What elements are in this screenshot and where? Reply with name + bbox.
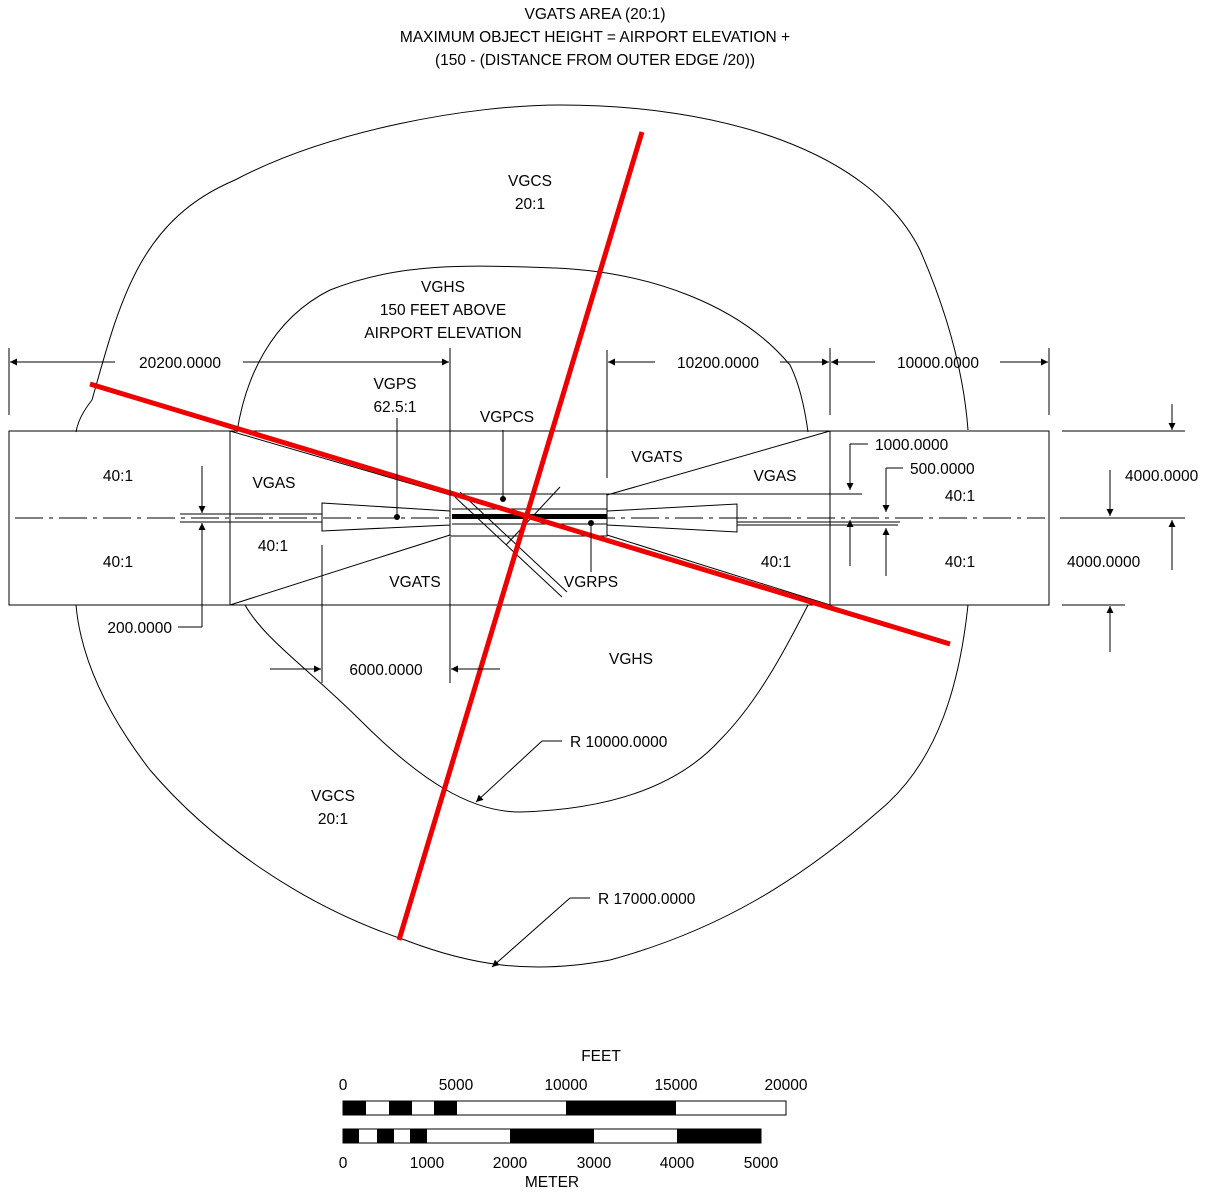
label-vghs-top-3: AIRPORT ELEVATION (364, 325, 521, 342)
vgcs-outer-boundary (75, 104, 969, 968)
label-ratio-far-left-upper: 40:1 (103, 468, 133, 485)
scale-meter-tick-3000: 3000 (577, 1155, 612, 1172)
dimension-right-widths: 1000.0000 500.0000 (607, 437, 975, 576)
scale-feet-tick-20000: 20000 (764, 1077, 807, 1094)
dimension-top: 20200.0000 10200.0000 10000.0000 (8, 348, 1050, 500)
cross-runway-a (454, 496, 563, 598)
dimension-far-right: 4000.0000 4000.0000 (1062, 404, 1199, 652)
dim-half-width-upper: 4000.0000 (1125, 468, 1199, 485)
dim-width-1000: 1000.0000 (875, 437, 949, 454)
scale-meter-tick-2000: 2000 (493, 1155, 528, 1172)
scale-meter-title: METER (525, 1174, 579, 1191)
label-vghs-bottom: VGHS (609, 651, 653, 668)
scale-meter-tick-1000: 1000 (410, 1155, 445, 1172)
dim-right-inner-length: 10200.0000 (677, 355, 759, 372)
title-line-3: (150 - (DISTANCE FROM OUTER EDGE /20)) (435, 52, 755, 69)
label-vgats-lower: VGATS (389, 574, 440, 591)
label-vgcs-bottom-ratio: 20:1 (318, 811, 348, 828)
surface-labels: VGCS 20:1 VGHS 150 FEET ABOVE AIRPORT EL… (103, 173, 975, 828)
dim-radius-inner: R 10000.0000 (570, 734, 668, 751)
label-vgps-ratio: 62.5:1 (373, 399, 416, 416)
scale-feet-tick-0: 0 (339, 1077, 348, 1094)
dimension-vgps-length: 6000.0000 (270, 537, 500, 683)
label-vghs-top-1: VGHS (421, 279, 465, 296)
radius-inner-leader: R 10000.0000 (475, 734, 668, 803)
scale-feet-tick-15000: 15000 (654, 1077, 697, 1094)
dim-vgps-length: 6000.0000 (349, 662, 423, 679)
label-vgcs-top-ratio: 20:1 (515, 196, 545, 213)
vgats-left-lower-edge (229, 534, 451, 606)
label-ratio-right-lower: 40:1 (761, 554, 791, 571)
title-block: VGATS AREA (20:1) MAXIMUM OBJECT HEIGHT … (400, 6, 790, 69)
vgats-right-lower-edge (606, 534, 831, 606)
label-ratio-far-left-lower: 40:1 (103, 554, 133, 571)
title-line-1: VGATS AREA (20:1) (525, 6, 666, 23)
scale-feet-title: FEET (581, 1048, 621, 1065)
scale-meter-tick-4000: 4000 (660, 1155, 695, 1172)
label-vgcs-bottom: VGCS (311, 788, 355, 805)
label-ratio-far-right-upper: 40:1 (945, 488, 975, 505)
cross-runway-b (459, 491, 568, 593)
vgats-full-strip (8, 430, 1050, 606)
scale-bar: FEET 0 5000 10000 15000 20000 0 1000 200… (339, 1048, 808, 1191)
scale-feet-tick-5000: 5000 (439, 1077, 474, 1094)
dim-left-length: 20200.0000 (139, 355, 221, 372)
label-vgcs-top: VGCS (508, 173, 552, 190)
label-vgpcs: VGPCS (480, 409, 534, 426)
label-vgats-upper: VGATS (631, 449, 682, 466)
dim-offset-200: 200.0000 (107, 620, 172, 637)
vghs-inner-boundary (236, 265, 809, 813)
vgps-left-wedge (321, 502, 451, 532)
label-ratio-far-right-lower: 40:1 (945, 554, 975, 571)
vgrps-right-wedge (606, 503, 738, 533)
runway-line-red-1 (89, 381, 951, 647)
leader-vgrps-dot (588, 520, 594, 526)
label-vgas-right: VGAS (753, 468, 796, 485)
dim-right-outer-length: 10000.0000 (897, 355, 979, 372)
radius-outer-leader: R 17000.0000 (491, 891, 696, 968)
label-vgas-left: VGAS (252, 475, 295, 492)
title-line-2: MAXIMUM OBJECT HEIGHT = AIRPORT ELEVATIO… (400, 29, 790, 46)
leader-vgps-dot (394, 514, 400, 520)
dim-half-width-lower: 4000.0000 (1067, 554, 1141, 571)
label-vgps: VGPS (373, 376, 416, 393)
scale-feet-tick-10000: 10000 (544, 1077, 587, 1094)
dim-width-500: 500.0000 (910, 461, 975, 478)
label-ratio-left-lower: 40:1 (258, 538, 288, 555)
vgats-right-upper-edge (606, 430, 831, 496)
dim-radius-outer: R 17000.0000 (598, 891, 696, 908)
label-vghs-top-2: 150 FEET ABOVE (380, 302, 506, 319)
scale-meter-tick-5000: 5000 (744, 1155, 779, 1172)
dimension-offset-200: 200.0000 (107, 466, 206, 637)
runway-line-red-2 (396, 131, 645, 941)
scale-meter-tick-0: 0 (339, 1155, 348, 1172)
leader-vgpcs-dot (500, 496, 506, 502)
label-vgrps: VGRPS (564, 574, 618, 591)
